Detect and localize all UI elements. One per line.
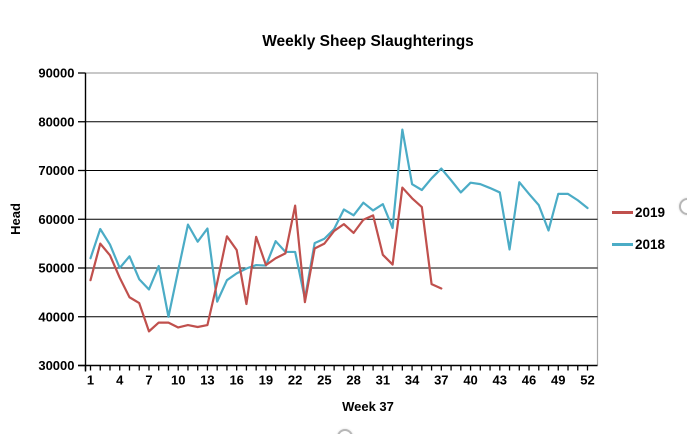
y-tick-label-70000: 70000	[38, 163, 74, 178]
y-tick-label-30000: 30000	[38, 358, 74, 373]
legend-swatch-2018	[612, 243, 633, 246]
x-tick-label-13: 13	[200, 373, 214, 388]
legend-label-2018: 2018	[635, 237, 666, 252]
chart-selection-handle-right[interactable]	[679, 198, 687, 215]
series-line-2019[interactable]	[89, 186, 443, 333]
x-axis-title: Week 37	[342, 399, 394, 414]
x-tick-label-4: 4	[116, 373, 124, 388]
legend-label-2019: 2019	[635, 205, 666, 220]
legend: 2019 2018	[612, 204, 665, 268]
x-tick-label-37: 37	[434, 373, 448, 388]
x-tick-label-7: 7	[145, 373, 152, 388]
y-tick-label-80000: 80000	[38, 114, 74, 129]
x-tick-label-31: 31	[376, 373, 390, 388]
y-tick-label-50000: 50000	[38, 261, 74, 276]
legend-item-2018[interactable]: 2018	[612, 236, 665, 253]
legend-swatch-2019	[612, 211, 633, 214]
x-tick-label-34: 34	[405, 373, 420, 388]
y-tick-label-90000: 90000	[38, 66, 74, 81]
x-tick-label-46: 46	[522, 373, 536, 388]
y-tick-label-40000: 40000	[38, 309, 74, 324]
x-tick-label-28: 28	[346, 373, 360, 388]
y-tick-label-60000: 60000	[38, 212, 74, 227]
x-tick-label-43: 43	[493, 373, 507, 388]
x-tick-label-22: 22	[288, 373, 302, 388]
x-tick-label-25: 25	[317, 373, 331, 388]
x-tick-label-1: 1	[87, 373, 94, 388]
x-tick-label-10: 10	[171, 373, 185, 388]
legend-item-2019[interactable]: 2019	[612, 204, 665, 221]
x-tick-label-40: 40	[463, 373, 477, 388]
chart-title: Weekly Sheep Slaughterings	[262, 33, 474, 50]
x-tick-label-52: 52	[580, 373, 594, 388]
series-line-2018[interactable]	[89, 128, 589, 318]
x-tick-label-16: 16	[229, 373, 243, 388]
x-tick-label-49: 49	[551, 373, 565, 388]
x-tick-label-19: 19	[259, 373, 273, 388]
